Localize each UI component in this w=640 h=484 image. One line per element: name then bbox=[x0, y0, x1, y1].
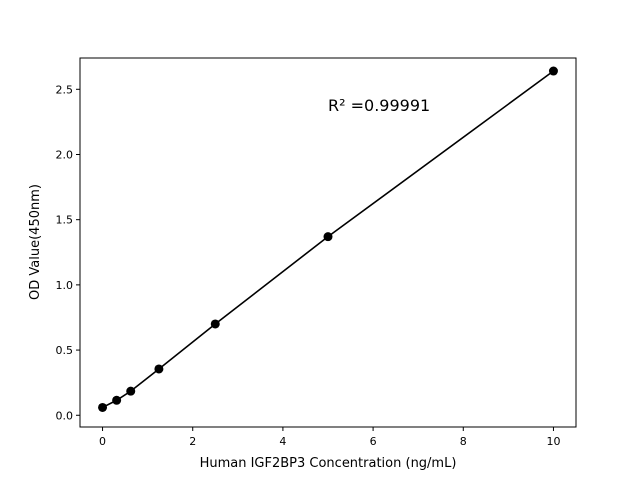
data-point bbox=[98, 402, 108, 412]
y-axis-label: OD Value(450nm) bbox=[28, 184, 43, 300]
y-tick-label: 2.0 bbox=[56, 148, 74, 161]
x-tick-label: 2 bbox=[189, 435, 196, 448]
y-tick-label: 0.5 bbox=[56, 344, 74, 357]
y-tick-label: 2.5 bbox=[56, 83, 74, 96]
x-tick-label: 4 bbox=[279, 435, 286, 448]
data-point bbox=[210, 319, 220, 329]
x-tick-label: 8 bbox=[460, 435, 467, 448]
data-point bbox=[154, 364, 164, 374]
x-tick-label: 0 bbox=[99, 435, 106, 448]
x-tick-label: 6 bbox=[370, 435, 377, 448]
x-tick-label: 10 bbox=[546, 435, 560, 448]
x-axis-label: Human IGF2BP3 Concentration (ng/mL) bbox=[200, 456, 457, 471]
data-point bbox=[112, 395, 122, 405]
data-point bbox=[126, 386, 136, 396]
r-squared-annotation: R² =0.99991 bbox=[328, 96, 430, 115]
data-point bbox=[323, 232, 333, 242]
data-point bbox=[548, 66, 558, 76]
y-tick-label: 1.5 bbox=[56, 214, 74, 227]
y-tick-label: 1.0 bbox=[56, 279, 74, 292]
y-tick-label: 0.0 bbox=[56, 409, 74, 422]
